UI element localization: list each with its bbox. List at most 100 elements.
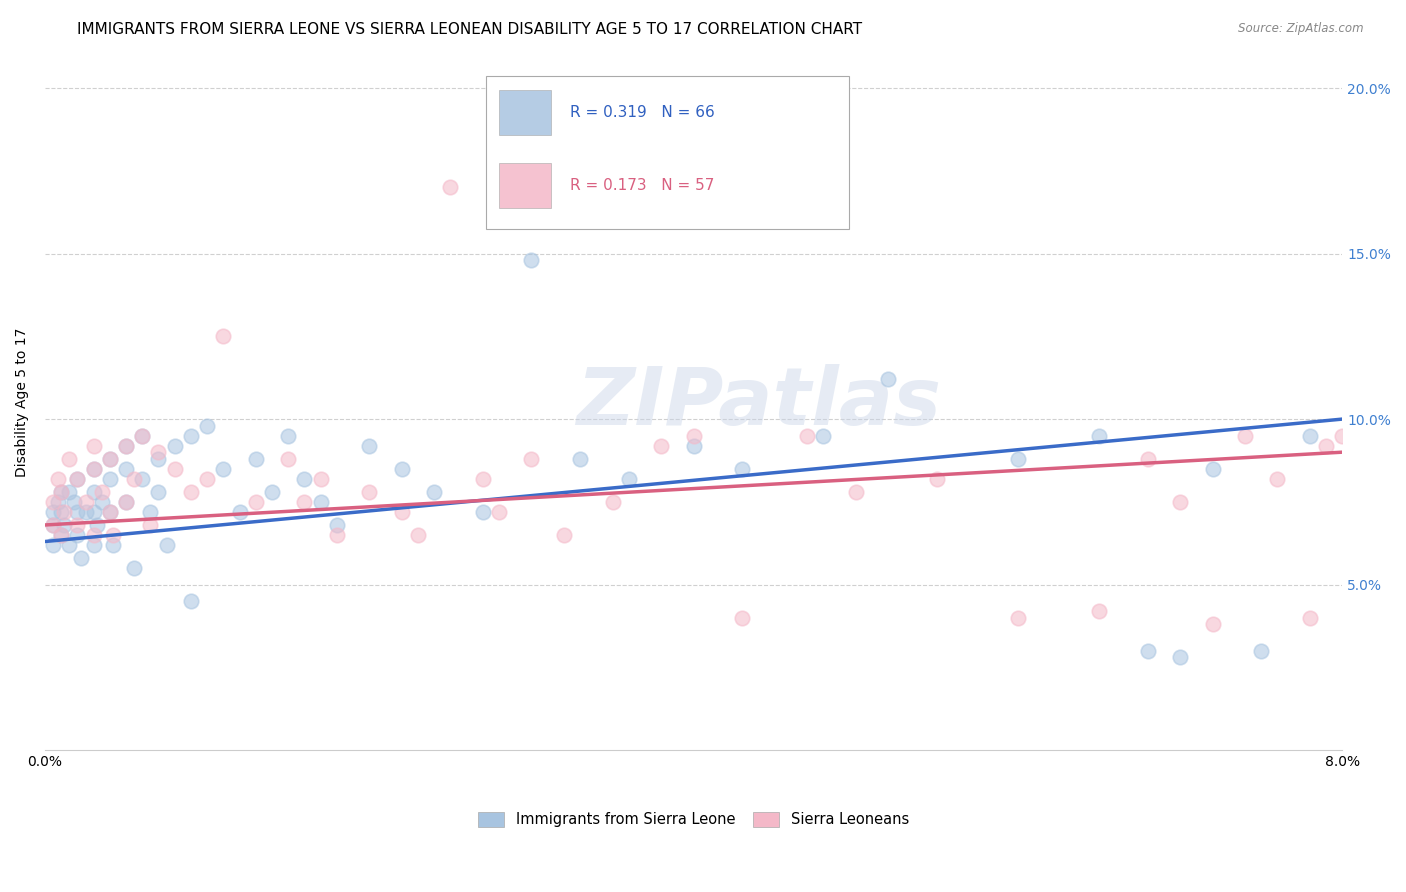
Point — [98, 505, 121, 519]
Point — [1299, 428, 1322, 442]
Point — [488, 505, 510, 519]
Point — [131, 428, 153, 442]
Point — [66, 505, 89, 519]
Text: IMMIGRANTS FROM SIERRA LEONE VS SIERRA LEONEAN DISABILITY AGE 5 TO 17 CORRELATIO: IMMIGRANTS FROM SIERRA LEONE VS SIERRA L… — [77, 22, 862, 37]
FancyBboxPatch shape — [499, 163, 551, 208]
Point — [1088, 428, 1111, 442]
Point — [115, 461, 138, 475]
Point — [520, 451, 543, 466]
Point — [326, 518, 349, 533]
Point — [115, 439, 138, 453]
Point — [115, 495, 138, 509]
Point — [148, 445, 170, 459]
Point — [148, 484, 170, 499]
Point — [42, 518, 65, 533]
Point — [66, 472, 89, 486]
Point — [277, 451, 299, 466]
Point — [83, 505, 105, 519]
Point — [51, 484, 73, 499]
Point — [51, 505, 73, 519]
Point — [122, 561, 145, 575]
Point — [98, 451, 121, 466]
Point — [86, 518, 108, 533]
Point — [42, 505, 65, 519]
Point — [845, 484, 868, 499]
Point — [163, 439, 186, 453]
Point — [553, 528, 575, 542]
Point — [1299, 610, 1322, 624]
Point — [101, 538, 124, 552]
Point — [131, 428, 153, 442]
Point — [180, 594, 202, 608]
Point — [391, 505, 413, 519]
Point — [66, 472, 89, 486]
Point — [155, 538, 177, 552]
Point — [294, 472, 316, 486]
Point — [83, 461, 105, 475]
Point — [101, 528, 124, 542]
Y-axis label: Disability Age 5 to 17: Disability Age 5 to 17 — [15, 328, 30, 477]
Point — [46, 495, 69, 509]
Point — [1201, 461, 1223, 475]
Point — [75, 505, 97, 519]
Point — [682, 428, 704, 442]
Point — [83, 538, 105, 552]
Point — [148, 451, 170, 466]
Point — [212, 461, 235, 475]
Point — [139, 518, 162, 533]
Point — [569, 451, 592, 466]
FancyBboxPatch shape — [499, 90, 551, 135]
Point — [46, 472, 69, 486]
Point — [83, 528, 105, 542]
Point — [1331, 428, 1354, 442]
Point — [180, 428, 202, 442]
Point — [98, 505, 121, 519]
Point — [63, 495, 86, 509]
Point — [115, 495, 138, 509]
Point — [245, 495, 267, 509]
Point — [53, 518, 76, 533]
Point — [51, 484, 73, 499]
Point — [731, 461, 754, 475]
Point — [83, 439, 105, 453]
Point — [359, 439, 381, 453]
Point — [326, 528, 349, 542]
Point — [180, 484, 202, 499]
Point — [423, 484, 446, 499]
Point — [602, 495, 624, 509]
Point — [925, 472, 948, 486]
Point — [115, 439, 138, 453]
Text: R = 0.319   N = 66: R = 0.319 N = 66 — [571, 104, 716, 120]
Point — [90, 495, 112, 509]
Point — [42, 518, 65, 533]
Text: Source: ZipAtlas.com: Source: ZipAtlas.com — [1239, 22, 1364, 36]
Point — [83, 484, 105, 499]
Point — [69, 551, 91, 566]
Point — [1088, 604, 1111, 618]
Point — [122, 472, 145, 486]
Point — [1250, 643, 1272, 657]
Point — [58, 451, 80, 466]
Point — [245, 451, 267, 466]
Point — [309, 472, 332, 486]
Point — [682, 439, 704, 453]
Point — [163, 461, 186, 475]
FancyBboxPatch shape — [486, 76, 849, 229]
Point — [359, 484, 381, 499]
Point — [309, 495, 332, 509]
Point — [260, 484, 283, 499]
Point — [650, 439, 672, 453]
Point — [277, 428, 299, 442]
Point — [51, 528, 73, 542]
Point — [1136, 451, 1159, 466]
Point — [98, 472, 121, 486]
Text: ZIPatlas: ZIPatlas — [576, 364, 941, 442]
Point — [66, 528, 89, 542]
Point — [391, 461, 413, 475]
Point — [294, 495, 316, 509]
Point — [877, 372, 900, 386]
Point — [796, 428, 818, 442]
Point — [731, 610, 754, 624]
Point — [195, 418, 218, 433]
Point — [139, 505, 162, 519]
